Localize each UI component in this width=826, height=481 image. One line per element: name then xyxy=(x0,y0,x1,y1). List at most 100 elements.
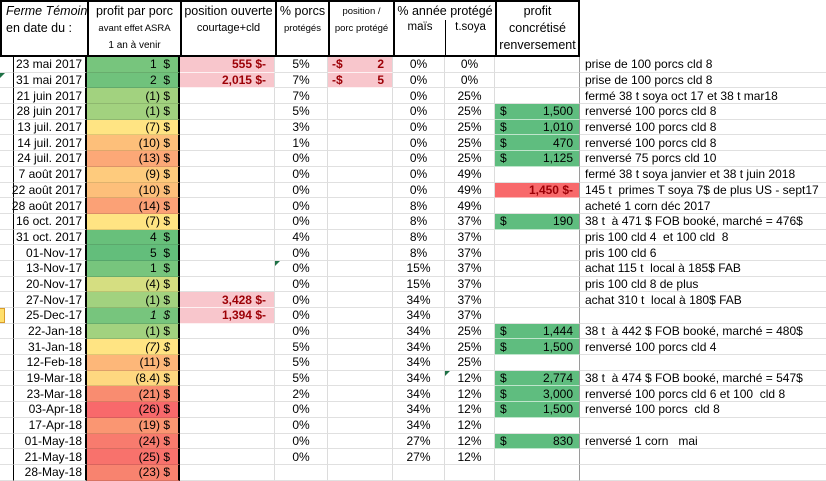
cell-soya-pct[interactable]: 0% xyxy=(445,57,495,73)
cell-corn-pct[interactable]: 34% xyxy=(393,292,445,308)
cell-realized-profit[interactable]: $1,444 xyxy=(495,323,580,340)
cell-corn-pct[interactable]: 8% xyxy=(393,213,445,230)
cell-position-per-pig[interactable]: -$ 5 xyxy=(328,72,393,89)
cell-row-margin[interactable] xyxy=(0,135,14,152)
cell-open-position[interactable] xyxy=(180,88,275,105)
cell-profit-per-pig[interactable]: (1) $ xyxy=(87,104,180,120)
cell-soya-pct[interactable]: 25% xyxy=(445,104,495,120)
cell-row-margin[interactable] xyxy=(0,260,14,277)
cell-row-margin[interactable] xyxy=(0,292,14,308)
cell-realized-profit[interactable]: $1,010 xyxy=(495,119,580,136)
cell-open-position[interactable] xyxy=(180,104,275,120)
cell-realized-profit[interactable]: 1,450 $- xyxy=(495,182,580,199)
header-soya-label[interactable]: t.soya xyxy=(445,20,495,55)
cell-profit-per-pig[interactable]: (19) $ xyxy=(87,417,180,434)
cell-date[interactable]: 21-May-18 xyxy=(14,449,87,465)
cell-realized-profit[interactable]: $1,500 xyxy=(495,402,580,418)
cell-open-position[interactable]: 1,394 $- xyxy=(180,308,275,324)
cell-date[interactable]: 21 juin 2017 xyxy=(14,88,87,105)
cell-date[interactable]: 28 août 2017 xyxy=(12,198,87,214)
cell-soya-pct[interactable]: 12% xyxy=(445,433,495,450)
cell-position-per-pig[interactable] xyxy=(328,213,393,230)
cell-soya-pct[interactable]: 12% xyxy=(445,370,495,387)
cell-realized-profit[interactable] xyxy=(495,88,580,105)
cell-pct-pigs[interactable]: 5% xyxy=(275,370,328,387)
cell-soya-pct[interactable]: 37% xyxy=(445,260,495,277)
cell-note[interactable]: renversé 100 porcs cld 8 xyxy=(580,104,826,120)
cell-profit-per-pig[interactable]: (10) $ xyxy=(87,135,180,152)
cell-corn-pct[interactable]: 8% xyxy=(393,198,445,214)
cell-row-margin[interactable] xyxy=(0,464,14,481)
cell-realized-profit[interactable] xyxy=(495,229,580,246)
cell-profit-per-pig[interactable]: (26) $ xyxy=(87,402,180,418)
cell-open-position[interactable] xyxy=(180,433,275,450)
cell-soya-pct[interactable]: 37% xyxy=(445,308,495,324)
cell-pct-pigs[interactable]: 5% xyxy=(275,57,328,73)
cell-pct-pigs[interactable]: 5% xyxy=(275,104,328,120)
cell-corn-pct[interactable]: 0% xyxy=(393,151,445,167)
cell-open-position[interactable] xyxy=(180,182,275,199)
cell-position-per-pig[interactable] xyxy=(328,292,393,308)
cell-pct-pigs[interactable]: 0% xyxy=(275,292,328,308)
cell-row-margin[interactable] xyxy=(0,323,14,340)
cell-realized-profit[interactable] xyxy=(495,276,580,293)
cell-date[interactable]: 14 juil. 2017 xyxy=(14,135,87,152)
cell-position-per-pig[interactable] xyxy=(328,229,393,246)
cell-realized-profit[interactable]: $470 xyxy=(495,135,580,152)
cell-pct-pigs[interactable]: 3% xyxy=(275,119,328,136)
cell-date[interactable]: 22 août 2017 xyxy=(12,182,87,199)
cell-note[interactable]: prise de 100 porcs cld 8 xyxy=(580,73,826,89)
cell-position-per-pig[interactable] xyxy=(328,402,393,418)
cell-note[interactable] xyxy=(580,308,826,324)
cell-position-per-pig[interactable] xyxy=(328,135,393,152)
cell-date[interactable]: 25-Dec-17 xyxy=(14,308,87,324)
cell-realized-profit[interactable] xyxy=(495,308,580,324)
cell-corn-pct[interactable] xyxy=(393,464,445,481)
cell-profit-per-pig[interactable]: (8.4) $ xyxy=(87,370,180,387)
cell-open-position[interactable] xyxy=(180,245,275,261)
cell-note[interactable]: pris 100 cld 8 de plus xyxy=(580,277,826,293)
cell-date[interactable]: 16 oct. 2017 xyxy=(14,213,87,230)
header-date-column[interactable]: Ferme Témoin en date du : xyxy=(0,0,87,57)
cell-open-position[interactable] xyxy=(180,276,275,293)
cell-realized-profit[interactable] xyxy=(495,72,580,89)
cell-soya-pct[interactable]: 25% xyxy=(445,119,495,136)
cell-soya-pct[interactable]: 25% xyxy=(445,151,495,167)
cell-realized-profit[interactable] xyxy=(495,260,580,277)
header-pct-pigs-column[interactable]: % porcs protégés xyxy=(275,0,328,57)
cell-realized-profit[interactable]: $1,500 xyxy=(495,104,580,120)
cell-note[interactable]: acheté 1 corn déc 2017 xyxy=(580,198,826,214)
cell-soya-pct[interactable]: 37% xyxy=(445,229,495,246)
cell-position-per-pig[interactable] xyxy=(328,198,393,214)
cell-position-per-pig[interactable] xyxy=(328,386,393,403)
cell-open-position[interactable] xyxy=(180,370,275,387)
cell-profit-per-pig[interactable]: (13) $ xyxy=(87,151,180,167)
cell-row-margin[interactable] xyxy=(0,182,14,199)
cell-note[interactable]: renversé 75 porcs cld 10 xyxy=(580,151,826,167)
cell-position-per-pig[interactable] xyxy=(328,339,393,356)
cell-pct-pigs[interactable]: 4% xyxy=(275,229,328,246)
header-corn-label[interactable]: maïs xyxy=(407,21,433,33)
cell-open-position[interactable]: 3,428 $- xyxy=(180,292,275,308)
cell-position-per-pig[interactable] xyxy=(328,417,393,434)
cell-date[interactable]: 28-May-18 xyxy=(14,464,87,481)
cell-position-per-pig[interactable] xyxy=(328,88,393,105)
cell-realized-profit[interactable] xyxy=(495,198,580,214)
cell-note[interactable]: pris 100 cld 6 xyxy=(580,245,826,261)
cell-soya-pct[interactable]: 12% xyxy=(445,449,495,465)
cell-date[interactable]: 12-Feb-18 xyxy=(14,355,87,371)
cell-note[interactable]: 145 t primes T soya 7$ de plus US - sept… xyxy=(580,183,826,199)
cell-soya-pct[interactable]: 12% xyxy=(445,386,495,403)
header-realized-profit-column[interactable]: profit concrétisé renversement xyxy=(495,0,580,57)
cell-open-position[interactable] xyxy=(180,166,275,183)
header-position-per-pig-column[interactable]: position / porc protégé xyxy=(328,0,393,57)
cell-corn-pct[interactable]: 8% xyxy=(393,245,445,261)
cell-profit-per-pig[interactable]: (1) $ xyxy=(87,88,180,105)
cell-realized-profit[interactable]: $1,500 xyxy=(495,339,580,356)
cell-row-margin[interactable] xyxy=(0,308,14,324)
cell-position-per-pig[interactable] xyxy=(328,449,393,465)
cell-pct-pigs[interactable]: 0% xyxy=(275,182,328,199)
cell-note[interactable]: pris 100 cld 4 et 100 cld 8 xyxy=(580,230,826,246)
cell-profit-per-pig[interactable]: 1 $ xyxy=(87,260,180,277)
cell-note[interactable]: renversé 100 porcs cld 6 et 100 cld 8 xyxy=(580,386,826,403)
